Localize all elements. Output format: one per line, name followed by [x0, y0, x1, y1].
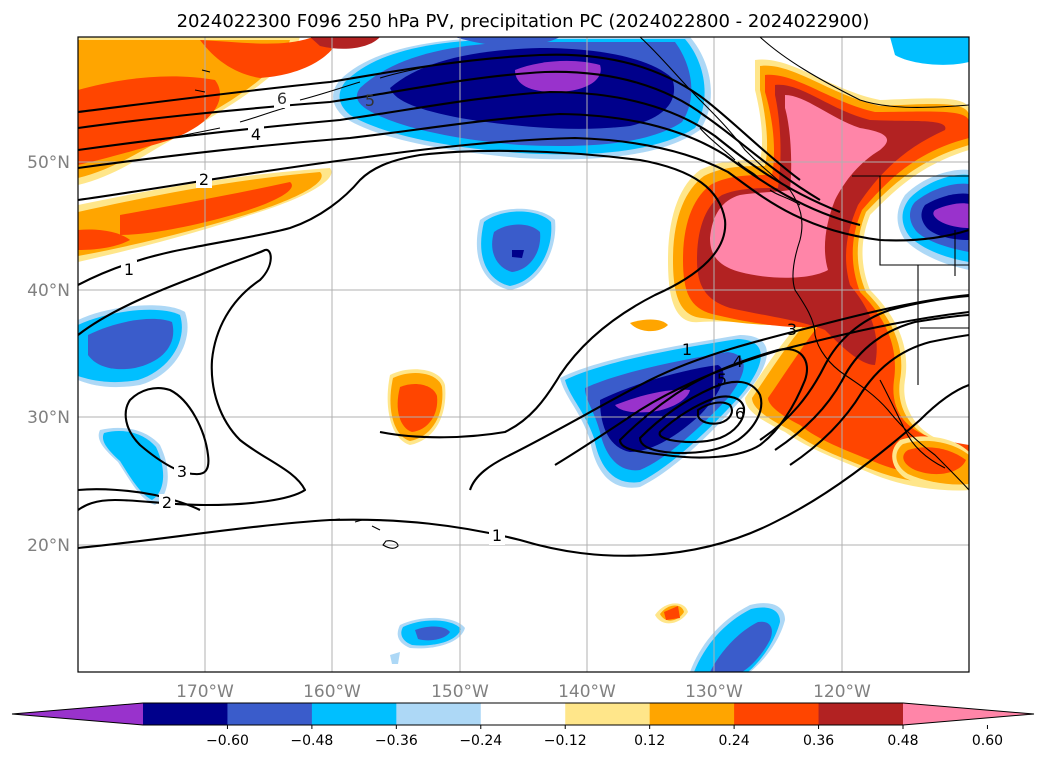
coastlines [159, 37, 969, 549]
contour-label-2-west: 2 [162, 493, 172, 512]
lat-label-20n: 20°N [27, 536, 70, 556]
pv-contour-4-east [638, 380, 763, 455]
colorbar-tick-label: −0.12 [544, 733, 587, 749]
contour-label-1-northwest: 1 [124, 260, 134, 279]
lon-label-120w: 120°W [813, 682, 871, 702]
colorbar-bin [734, 703, 820, 725]
pv-contour-6-east [696, 401, 733, 425]
pv-contour-1-east [469, 293, 969, 491]
lon-label-150w: 150°W [431, 682, 489, 702]
colorbar-bin [227, 703, 313, 725]
colorbar-bin [649, 703, 735, 725]
colorbar-outline [11, 702, 1035, 726]
anomaly-positive-central [387, 369, 446, 445]
contour-label-3-east: 3 [787, 320, 797, 339]
contour-label-6-east: 6 [735, 404, 745, 423]
pv-contour-ridge-2 [774, 313, 969, 451]
anomaly-negative-west [78, 208, 556, 505]
contour-label-5-east: 5 [717, 370, 727, 389]
colorbar-tick-label: 0.36 [803, 733, 834, 749]
colorbar-tick-label: −0.36 [375, 733, 418, 749]
contour-label-4-north: 4 [251, 125, 261, 144]
contour-label-2-north: 2 [199, 170, 209, 189]
lon-label-160w: 160°W [303, 682, 361, 702]
colorbar-bin [143, 703, 228, 725]
lon-label-140w: 140°W [558, 682, 616, 702]
lat-label-50n: 50°N [27, 153, 70, 173]
colorbar: −0.60 −0.48 −0.36 −0.24 −0.12 0.12 0.24 0.36 0.4… [11, 702, 1035, 749]
pv-contour-5-north [78, 70, 821, 201]
lat-labels: 50°N 40°N 30°N 20°N [27, 153, 70, 556]
contour-labels: 6 5 4 2 1 3 2 1 1 3 4 5 6 [121, 89, 797, 545]
colorbar-bin [396, 703, 482, 725]
lon-labels: 170°W 160°W 150°W 140°W 130°W 120°W [176, 682, 871, 702]
contour-label-4-east: 4 [733, 352, 743, 371]
pv-contour-2-west [78, 488, 201, 511]
pv-contour-ridge-1 [759, 294, 969, 441]
colorbar-tick-label: −0.48 [290, 733, 333, 749]
map-panel: 6 5 4 2 1 3 2 1 1 3 4 5 6 [77, 36, 970, 673]
colorbar-bin [565, 703, 651, 725]
contour-label-1-south: 1 [492, 526, 502, 545]
map-title: 2024022300 F096 250 hPa PV, precipitatio… [177, 11, 870, 32]
contour-label-3-west: 3 [177, 462, 187, 481]
colorbar-bin [818, 703, 904, 725]
colorbar-tick-label: −0.24 [459, 733, 502, 749]
colorbar-bin [311, 703, 397, 725]
contour-label-1-east: 1 [682, 340, 692, 359]
colorbar-extend-min [12, 703, 143, 725]
pv-contour-3-east [618, 347, 808, 459]
colorbar-extend-max [903, 703, 1034, 725]
colorbar-tick-label: 0.24 [719, 733, 750, 749]
pv-contour-ridge-3 [789, 333, 969, 466]
colorbar-tick-label: 0.48 [887, 733, 918, 749]
colorbar-bin [480, 703, 566, 725]
pv-contour-1-subtropical [78, 384, 969, 557]
colorbar-tick-label: 0.12 [634, 733, 665, 749]
contour-label-5-north: 5 [365, 91, 375, 110]
pv-contour-4-north [78, 90, 841, 213]
pv-contour-5-east [658, 395, 746, 444]
pv-contour-3-west [124, 386, 210, 476]
pv-contour-6-north [78, 53, 801, 181]
pv-contour-3-north [78, 112, 861, 227]
pv-contour-2-north [78, 136, 969, 242]
pv-contour-1-north [78, 149, 727, 439]
lon-label-130w: 130°W [685, 682, 743, 702]
lon-label-170w: 170°W [176, 682, 234, 702]
lat-label-40n: 40°N [27, 281, 70, 301]
colorbar-tick-label: −0.60 [206, 733, 249, 749]
contour-label-6-north: 6 [277, 89, 287, 108]
lat-label-30n: 30°N [27, 408, 70, 428]
colorbar-tick-label: 0.60 [972, 733, 1003, 749]
